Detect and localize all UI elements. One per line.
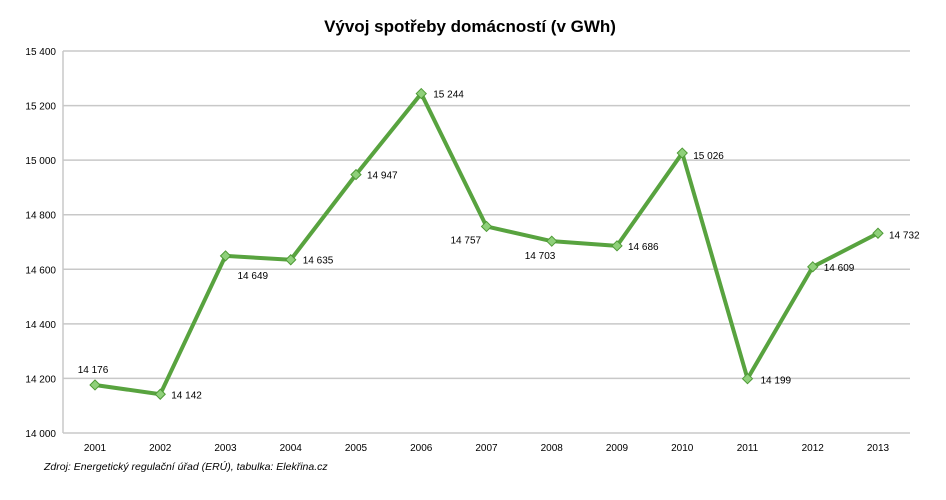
x-tick-label: 2002 (149, 443, 172, 454)
data-point-marker (154, 388, 166, 400)
chart-title: Vývoj spotřeby domácností (v GWh) (324, 17, 616, 36)
data-label: 14 142 (171, 390, 202, 401)
x-tick-label: 2005 (345, 443, 368, 454)
data-point-marker (676, 147, 688, 159)
y-tick-label: 15 400 (25, 47, 56, 58)
x-tick-label: 2008 (541, 443, 564, 454)
x-tick-label: 2007 (475, 443, 498, 454)
data-point-marker (872, 227, 884, 239)
data-point-marker (741, 372, 754, 385)
data-label: 14 649 (238, 271, 269, 282)
y-tick-label: 15 200 (25, 102, 56, 113)
data-label: 14 732 (889, 230, 920, 241)
y-tick-label: 14 200 (25, 374, 56, 385)
data-label: 14 609 (824, 263, 855, 274)
x-tick-label: 2010 (671, 443, 694, 454)
data-point-marker (415, 87, 427, 100)
x-tick-label: 2011 (737, 443, 759, 454)
x-tick-label: 2006 (410, 443, 433, 454)
x-tick-label: 2012 (802, 443, 825, 454)
series-line (94, 91, 879, 397)
data-point-marker (219, 250, 232, 262)
x-tick-label: 2009 (606, 443, 629, 454)
data-point-marker (807, 261, 819, 273)
x-tick-label: 2001 (84, 443, 107, 454)
data-point-marker (480, 220, 493, 233)
data-point-marker (546, 235, 558, 247)
data-label: 15 026 (693, 151, 724, 162)
y-tick-label: 14 600 (25, 265, 56, 276)
x-tick-label: 2013 (867, 443, 890, 454)
y-tick-label: 15 000 (25, 156, 56, 167)
data-label: 14 635 (303, 256, 334, 267)
data-point-marker (611, 240, 623, 252)
data-label: 14 947 (367, 171, 398, 182)
data-label: 14 176 (78, 365, 109, 376)
data-point-marker (285, 254, 297, 266)
x-tick-label: 2003 (214, 443, 237, 454)
x-tick-label: 2004 (280, 443, 303, 454)
y-tick-label: 14 800 (25, 211, 56, 222)
y-tick-label: 14 400 (25, 320, 56, 331)
data-label: 14 703 (525, 251, 556, 262)
y-tick-label: 14 000 (25, 429, 56, 440)
data-label: 14 686 (628, 242, 659, 253)
data-point-marker (89, 379, 101, 391)
data-point-marker (350, 168, 362, 181)
data-label: 14 757 (451, 235, 482, 246)
source-note: Zdroj: Energetický regulační úřad (ERÚ),… (44, 461, 328, 473)
data-label: 15 244 (433, 90, 464, 101)
data-label: 14 199 (761, 376, 792, 387)
